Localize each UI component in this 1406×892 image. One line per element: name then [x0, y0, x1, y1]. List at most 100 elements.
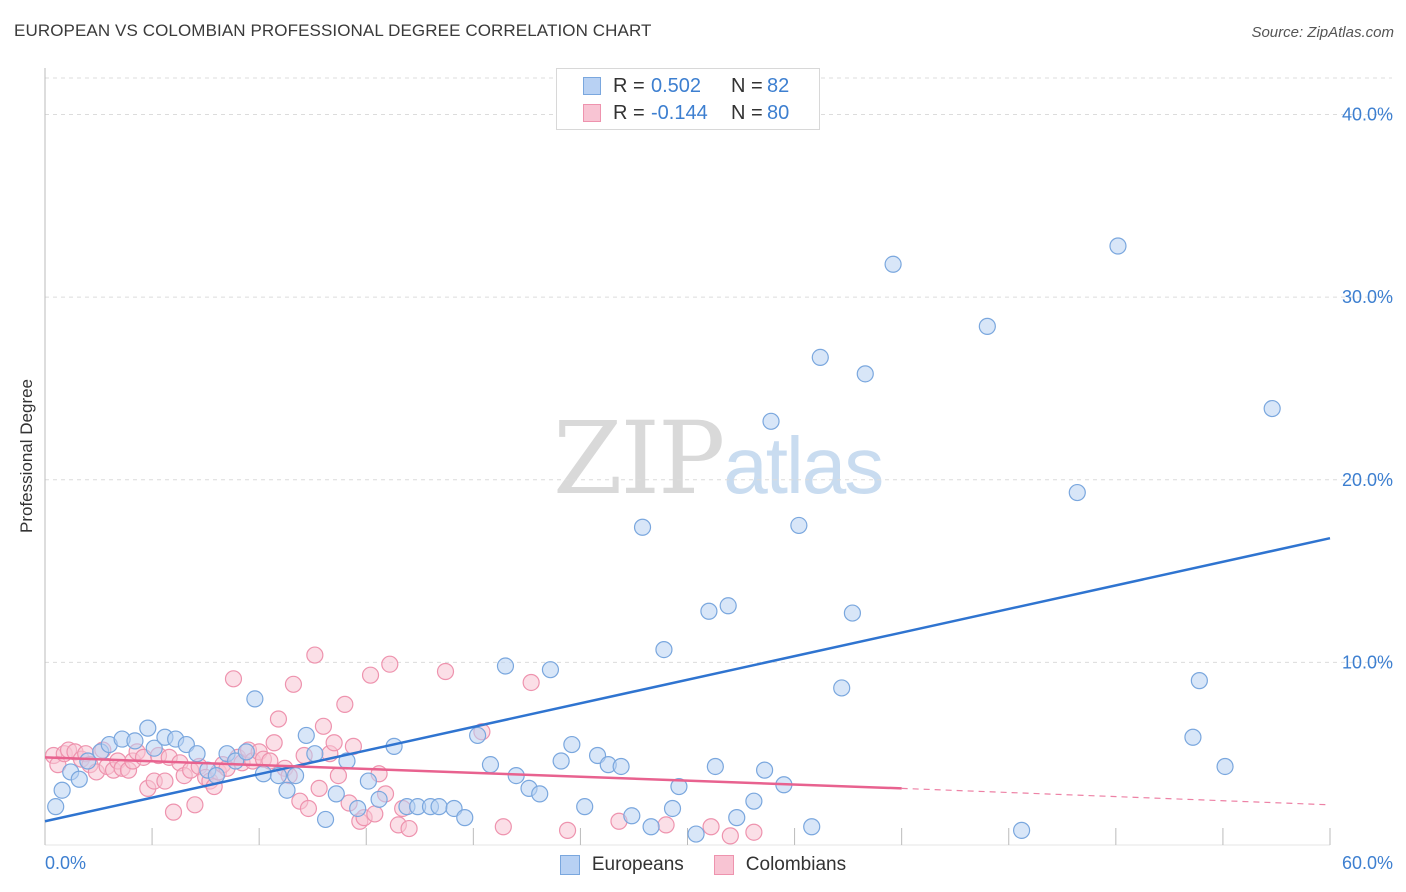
european-point [655, 640, 673, 659]
european-point [349, 799, 367, 818]
source-label: Source: ZipAtlas.com [1251, 24, 1394, 41]
european-point [728, 809, 746, 827]
european-point [297, 726, 315, 745]
european-point [145, 739, 163, 757]
colombian-point [164, 803, 183, 821]
colombian-point [522, 673, 540, 692]
colombian-point [494, 818, 512, 836]
y-tick-label: 10.0% [1342, 652, 1393, 672]
legend-swatch-europeans [583, 77, 601, 95]
european-point [370, 790, 388, 808]
european-point [762, 412, 780, 430]
legend-label-colombians: Colombians [745, 854, 847, 875]
european-point [430, 798, 448, 816]
legend-label-europeans: Europeans [591, 854, 684, 875]
european-point [623, 807, 641, 825]
european-point [79, 752, 97, 770]
tick-label-layer: 10.0% 20.0% 30.0% 40.0% 0.0% 60.0% [45, 105, 1393, 873]
european-point [1216, 757, 1234, 776]
legend-r-label: R = [613, 101, 645, 124]
colombian-point [310, 779, 328, 797]
european-point [481, 756, 500, 774]
european-point [1109, 237, 1127, 255]
x-tick-label-max: 60.0% [1342, 853, 1393, 873]
european-point [790, 516, 808, 535]
european-point [541, 661, 560, 679]
european-point [856, 365, 874, 383]
colombian-point [702, 818, 720, 836]
european-point [687, 825, 705, 843]
european-point [803, 818, 821, 836]
colombian-point [436, 662, 455, 681]
colombian-point [558, 821, 577, 839]
colombian-point [284, 675, 303, 693]
colombians-trend-line-extrapolated [901, 787, 1331, 806]
europeans-trend-line [44, 536, 1331, 823]
european-point [552, 752, 570, 770]
european-point [188, 745, 206, 763]
european-point [1012, 821, 1031, 839]
series-legend: Europeans Colombians [0, 851, 1406, 879]
colombian-point [721, 827, 739, 845]
european-point [70, 770, 88, 788]
legend-swatch-colombians [583, 104, 601, 122]
european-point [884, 255, 902, 273]
legend-n-label: N = [731, 101, 763, 124]
colombian-point [306, 646, 324, 664]
legend-n-label: N = [731, 74, 763, 97]
european-point [663, 799, 682, 818]
colombian-point [745, 823, 763, 841]
european-point [126, 732, 144, 750]
european-point [745, 792, 763, 810]
europeans-points [47, 237, 1281, 843]
european-point [1068, 483, 1086, 502]
european-point [469, 726, 487, 745]
european-point [306, 745, 324, 763]
european-point [843, 604, 862, 622]
x-tick-label-min: 0.0% [45, 853, 86, 873]
colombian-point [265, 734, 283, 752]
colombian-point [186, 796, 204, 814]
colombian-point [156, 772, 174, 790]
european-point [833, 679, 851, 697]
european-point [237, 743, 255, 761]
colombian-point [314, 717, 333, 735]
european-point [811, 348, 829, 367]
european-point [327, 785, 345, 803]
european-point [531, 785, 549, 803]
european-point [47, 798, 65, 816]
colombian-point [657, 816, 675, 834]
correlation-legend: R = 0.502 N = 82 R = -0.144 N = 80 [556, 68, 820, 130]
y-tick-label: 20.0% [1342, 470, 1393, 490]
watermark: ZIPatlas [553, 400, 884, 517]
european-point [278, 781, 296, 799]
colombian-point [269, 710, 288, 728]
legend-item-colombians[interactable]: Colombians [713, 854, 847, 876]
european-point [53, 781, 71, 799]
colombians-trend-line [44, 756, 902, 790]
european-point [755, 761, 774, 779]
european-point [642, 818, 660, 836]
european-point [359, 772, 377, 790]
european-point [246, 690, 264, 708]
chart-title: EUROPEAN VS COLOMBIAN PROFESSIONAL DEGRE… [14, 21, 652, 40]
legend-n-value: 82 [767, 74, 790, 97]
european-point [1263, 399, 1281, 418]
legend-swatch-colombians [713, 855, 734, 875]
legend-r-value: -0.144 [651, 101, 708, 124]
colombian-point [366, 805, 384, 823]
european-point [1190, 672, 1208, 690]
colombian-point [361, 666, 380, 684]
european-point [706, 757, 724, 776]
european-point [496, 657, 515, 675]
colombian-point [329, 767, 348, 785]
legend-item-europeans[interactable]: Europeans [559, 854, 684, 876]
european-point [1184, 728, 1202, 746]
european-point [633, 518, 652, 536]
trend-layer [44, 536, 1331, 823]
axis-layer [44, 68, 1331, 846]
y-tick-label: 40.0% [1342, 105, 1393, 125]
grid-layer [45, 77, 1392, 663]
watermark-atlas: atlas [723, 421, 884, 510]
